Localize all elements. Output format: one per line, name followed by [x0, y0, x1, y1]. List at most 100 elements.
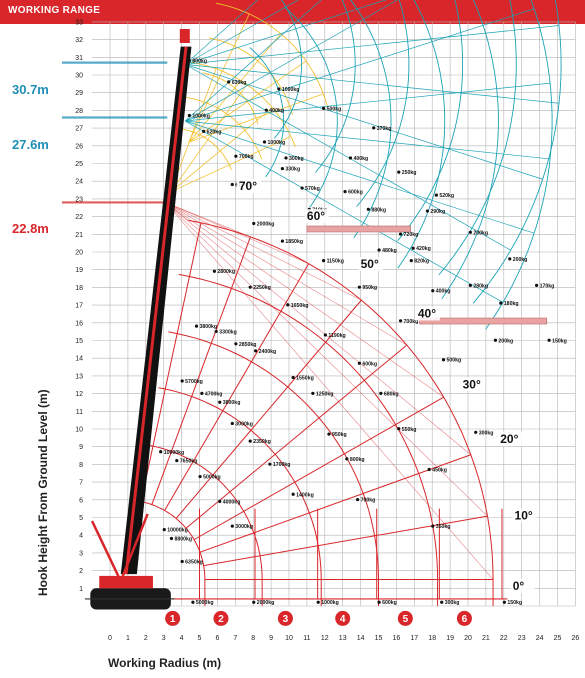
main-load-label-dot [214, 329, 218, 334]
main-load-label: 450kg [432, 467, 447, 473]
long-jib-range [184, 0, 562, 330]
jib-load-label-dot [499, 301, 503, 305]
jib-load-label: 480kg [382, 248, 397, 254]
callout-27-6m: 27.6m [12, 137, 49, 152]
jib-load-label-dot [411, 246, 415, 250]
main-load-label-dot [253, 349, 258, 353]
main-load-label: 500kg [447, 358, 462, 364]
jib-load-label: 150kg [552, 338, 567, 344]
y-tick-label: 10 [75, 427, 83, 434]
y-tick-label: 13 [75, 373, 83, 380]
y-tick-label: 25 [75, 161, 83, 168]
main-load-label: 800kg [350, 457, 365, 463]
long-jib-arc [249, 47, 285, 178]
header-title: WORKING RANGE [8, 5, 101, 16]
main-load-label-dot [379, 391, 383, 395]
angle-label-bg [358, 256, 383, 271]
main-load-label: 700kg [361, 498, 376, 504]
jib-load-label-dot [230, 182, 234, 187]
main-load-label-dot [162, 528, 166, 532]
jib-load-label-dot [300, 186, 304, 190]
main-load-label: 350kg [436, 524, 451, 530]
jib-load-label: 520kg [439, 193, 454, 199]
x-tick-label: 24 [536, 635, 544, 642]
main-load-label: 1850kg [285, 239, 303, 245]
jib-load-label-dot [187, 59, 191, 63]
jib-load-label-dot [264, 108, 268, 112]
main-load-label-dot [230, 421, 234, 426]
short-jib-ray [188, 13, 250, 143]
y-tick-label: 23 [75, 196, 83, 203]
main-load-label-dot [268, 462, 272, 466]
section-marker-label: 2 [218, 614, 224, 625]
angle-label-bg [510, 579, 535, 594]
main-load-label-dot [248, 285, 252, 289]
y-tick-label: 1 [79, 586, 83, 593]
main-load-label-dot [230, 524, 234, 528]
main-load-label-dot [198, 474, 202, 479]
long-jib-arc [350, 0, 392, 239]
crane-body [99, 575, 153, 589]
main-load-label: 4700kg [205, 391, 223, 397]
y-tick-label: 28 [75, 108, 83, 115]
jib-load-label: 800kg [192, 59, 207, 65]
jib-load-label-dot [202, 129, 206, 134]
main-load-label-dot [218, 499, 222, 503]
short-jib-arc [177, 127, 232, 171]
outrigger-leg [90, 520, 122, 582]
jib-bar [306, 225, 412, 233]
main-load-label-dot [431, 524, 435, 528]
angle-label: 70° [239, 179, 257, 193]
jib-load-label-dot [321, 106, 326, 110]
main-load-label: 5700kg [185, 379, 203, 385]
long-jib-ray [185, 120, 504, 303]
range-ray [165, 202, 444, 398]
main-load-label-dot [316, 600, 320, 604]
range-ray [165, 202, 362, 301]
x-tick-label: 7 [233, 635, 237, 642]
main-load-label: 4000kg [223, 499, 241, 505]
jib-load-label: 200kg [513, 257, 528, 263]
main-load-label-dot [356, 497, 360, 502]
y-tick-label: 24 [75, 179, 83, 186]
jib-load-label-dot [398, 232, 403, 236]
range-ray [165, 202, 494, 580]
range-ray [165, 202, 251, 238]
y-tick-label: 33 [75, 19, 83, 26]
main-load-label: 600kg [382, 600, 397, 606]
x-tick-label: 6 [215, 635, 219, 642]
angle-label: 10° [515, 508, 533, 522]
long-jib-arc [284, 7, 338, 208]
angle-label: 40° [418, 306, 436, 320]
main-load-label: 3800kg [223, 400, 241, 406]
main-load-label-dot [398, 319, 403, 323]
main-load-label: 10000kg [164, 450, 184, 456]
long-jib-ray [185, 8, 535, 122]
x-tick-label: 22 [500, 635, 508, 642]
long-jib-ray [185, 64, 560, 104]
main-load-label: 1700kg [273, 462, 291, 468]
main-load-label-dot [234, 342, 238, 346]
section-marker-label: 1 [170, 614, 176, 625]
y-tick-label: 4 [79, 533, 83, 540]
short-jib-arc [184, 61, 296, 148]
main-load-label: 2000kg [257, 600, 275, 606]
main-load-label: 150kg [507, 600, 522, 606]
x-tick-label: 14 [357, 635, 365, 642]
long-jib-arc [273, 0, 302, 139]
short-jib-arc [202, 72, 259, 125]
jib-load-label-dot [348, 156, 353, 160]
jib-load-label: 330kg [285, 167, 300, 173]
main-load-label: 2000kg [257, 221, 275, 227]
y-tick-label: 6 [79, 497, 83, 504]
main-load-label-dot [377, 600, 381, 604]
y-tick-label: 21 [75, 232, 83, 239]
x-tick-label: 13 [339, 635, 347, 642]
y-tick-label: 15 [75, 338, 83, 345]
jib-load-label-dot [343, 189, 347, 194]
x-tick-label: 15 [375, 635, 383, 642]
x-tick-label: 11 [303, 635, 310, 642]
x-tick-label: 18 [428, 635, 436, 642]
jib-load-label: 500kg [327, 106, 342, 112]
